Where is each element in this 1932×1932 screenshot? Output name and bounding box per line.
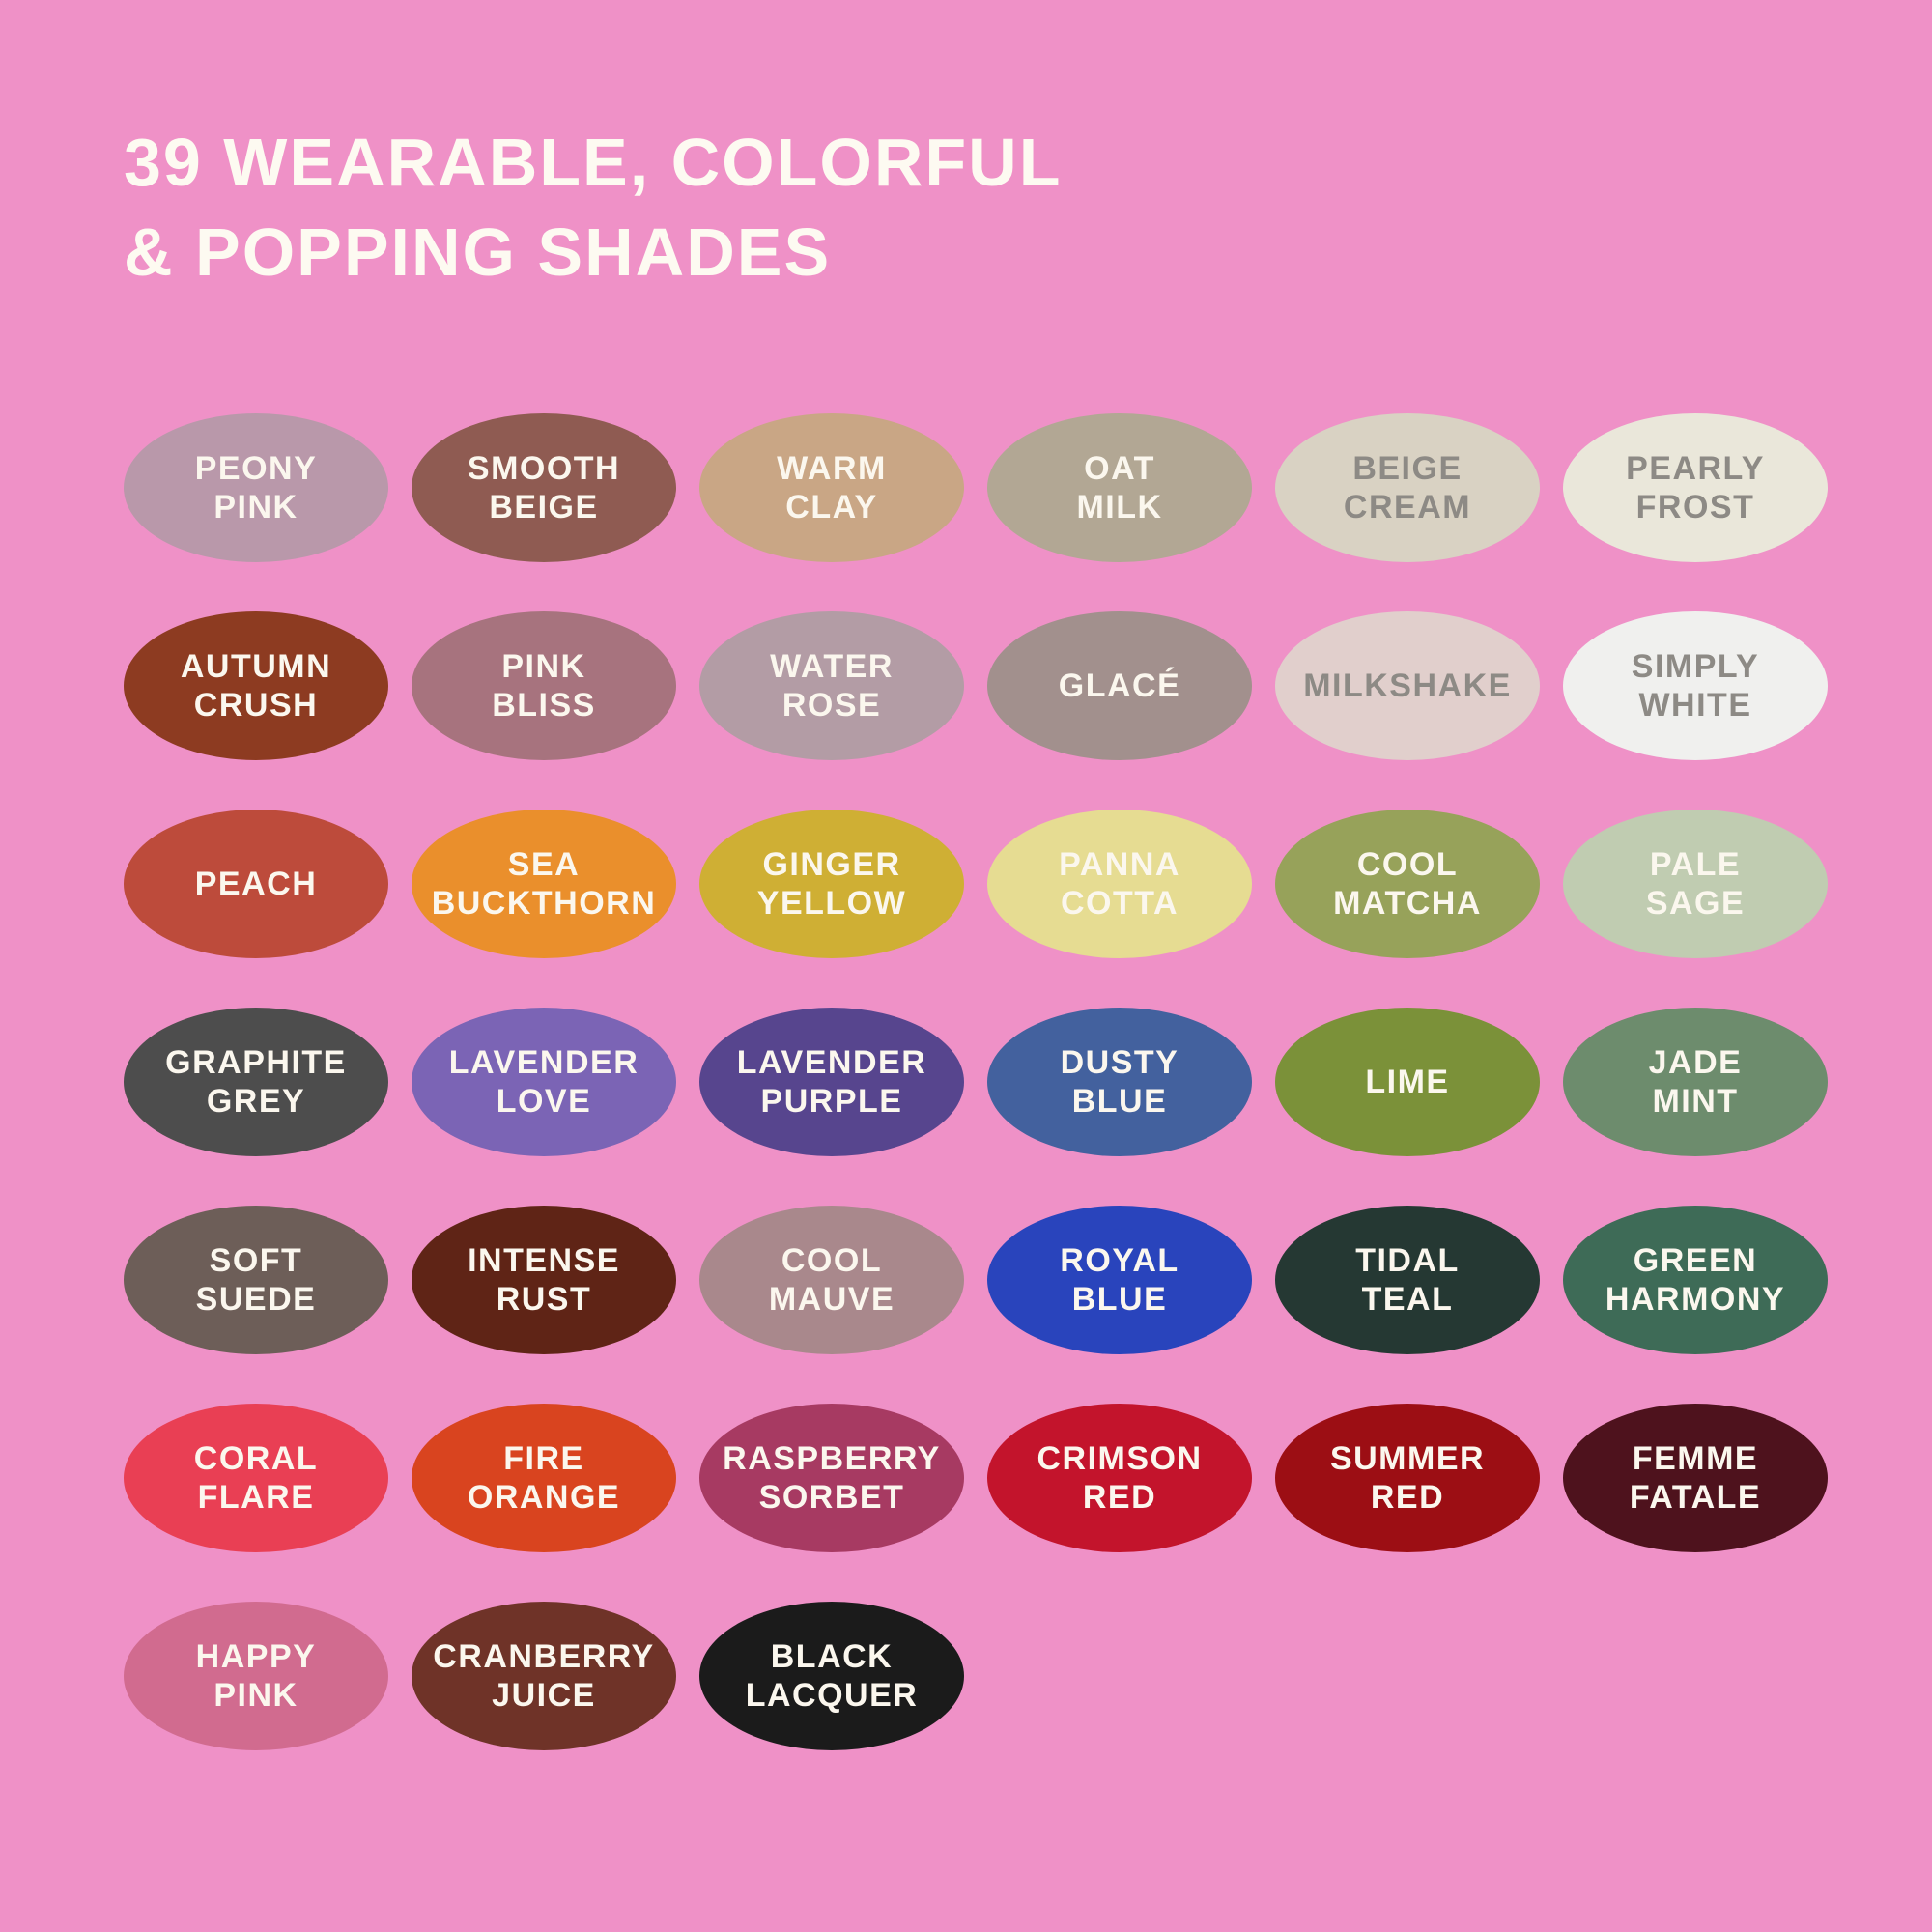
swatch-label-graphite-grey: GRAPHITE GREY xyxy=(165,1043,347,1120)
swatch-femme-fatale: FEMME FATALE xyxy=(1563,1404,1828,1552)
swatch-label-cranberry-juice: CRANBERRY JUICE xyxy=(433,1637,655,1714)
swatch-label-water-rose: WATER ROSE xyxy=(770,647,894,724)
swatch-label-dusty-blue: DUSTY BLUE xyxy=(1060,1043,1179,1120)
swatch-label-intense-rust: INTENSE RUST xyxy=(468,1241,620,1318)
swatch-label-fire-orange: FIRE ORANGE xyxy=(467,1439,621,1516)
swatch-label-lime: LIME xyxy=(1365,1063,1450,1100)
swatch-label-jade-mint: JADE MINT xyxy=(1648,1043,1743,1120)
swatch-cranberry-juice: CRANBERRY JUICE xyxy=(412,1602,676,1750)
swatch-coral-flare: CORAL FLARE xyxy=(124,1404,388,1552)
title-line-1: 39 WEARABLE, COLORFUL xyxy=(124,125,1063,200)
swatch-peony-pink: PEONY PINK xyxy=(124,413,388,562)
swatch-peach: PEACH xyxy=(124,810,388,958)
swatch-beige-cream: BEIGE CREAM xyxy=(1275,413,1540,562)
swatch-label-coral-flare: CORAL FLARE xyxy=(193,1439,319,1516)
swatch-royal-blue: ROYAL BLUE xyxy=(987,1206,1252,1354)
page-title: 39 WEARABLE, COLORFUL & POPPING SHADES xyxy=(124,118,1062,298)
swatch-label-smooth-beige: SMOOTH BEIGE xyxy=(467,449,621,526)
swatch-pale-sage: PALE SAGE xyxy=(1563,810,1828,958)
swatch-label-glace: GLACÉ xyxy=(1058,667,1181,704)
swatch-cool-matcha: COOL MATCHA xyxy=(1275,810,1540,958)
swatch-label-sea-buckthorn: SEA BUCKTHORN xyxy=(431,845,657,922)
swatch-green-harmony: GREEN HARMONY xyxy=(1563,1206,1828,1354)
swatch-label-crimson-red: CRIMSON RED xyxy=(1037,1439,1203,1516)
swatch-label-lavender-love: LAVENDER LOVE xyxy=(448,1043,639,1120)
swatch-label-warm-clay: WARM CLAY xyxy=(777,449,887,526)
swatch-lime: LIME xyxy=(1275,1008,1540,1156)
swatch-water-rose: WATER ROSE xyxy=(699,611,964,760)
swatch-raspberry-sorbet: RASPBERRY SORBET xyxy=(699,1404,964,1552)
swatch-summer-red: SUMMER RED xyxy=(1275,1404,1540,1552)
swatch-label-royal-blue: ROYAL BLUE xyxy=(1060,1241,1179,1318)
swatch-panna-cotta: PANNA COTTA xyxy=(987,810,1252,958)
swatch-milkshake: MILKSHAKE xyxy=(1275,611,1540,760)
swatch-glace: GLACÉ xyxy=(987,611,1252,760)
swatch-black-lacquer: BLACK LACQUER xyxy=(699,1602,964,1750)
swatch-pearly-frost: PEARLY FROST xyxy=(1563,413,1828,562)
title-line-2: & POPPING SHADES xyxy=(124,214,832,291)
swatch-oat-milk: OAT MILK xyxy=(987,413,1252,562)
swatch-lavender-purple: LAVENDER PURPLE xyxy=(699,1008,964,1156)
swatch-label-green-harmony: GREEN HARMONY xyxy=(1605,1241,1786,1318)
swatch-fire-orange: FIRE ORANGE xyxy=(412,1404,676,1552)
swatch-label-cool-matcha: COOL MATCHA xyxy=(1333,845,1482,922)
swatch-cool-mauve: COOL MAUVE xyxy=(699,1206,964,1354)
swatch-label-cool-mauve: COOL MAUVE xyxy=(768,1241,895,1318)
swatch-label-pearly-frost: PEARLY FROST xyxy=(1626,449,1765,526)
swatch-label-femme-fatale: FEMME FATALE xyxy=(1629,1439,1762,1516)
swatch-label-summer-red: SUMMER RED xyxy=(1329,1439,1486,1516)
swatch-soft-suede: SOFT SUEDE xyxy=(124,1206,388,1354)
swatch-jade-mint: JADE MINT xyxy=(1563,1008,1828,1156)
swatch-tidal-teal: TIDAL TEAL xyxy=(1275,1206,1540,1354)
swatch-lavender-love: LAVENDER LOVE xyxy=(412,1008,676,1156)
swatch-ginger-yellow: GINGER YELLOW xyxy=(699,810,964,958)
swatch-label-pale-sage: PALE SAGE xyxy=(1645,845,1746,922)
swatch-label-lavender-purple: LAVENDER PURPLE xyxy=(736,1043,927,1120)
swatch-crimson-red: CRIMSON RED xyxy=(987,1404,1252,1552)
swatch-label-soft-suede: SOFT SUEDE xyxy=(195,1241,317,1318)
swatch-label-tidal-teal: TIDAL TEAL xyxy=(1355,1241,1460,1318)
swatch-label-simply-white: SIMPLY WHITE xyxy=(1631,647,1760,724)
swatch-simply-white: SIMPLY WHITE xyxy=(1563,611,1828,760)
swatch-intense-rust: INTENSE RUST xyxy=(412,1206,676,1354)
swatch-label-oat-milk: OAT MILK xyxy=(1076,449,1163,526)
swatch-label-panna-cotta: PANNA COTTA xyxy=(1059,845,1180,922)
swatch-dusty-blue: DUSTY BLUE xyxy=(987,1008,1252,1156)
swatch-happy-pink: HAPPY PINK xyxy=(124,1602,388,1750)
swatch-label-ginger-yellow: GINGER YELLOW xyxy=(756,845,907,922)
swatch-graphite-grey: GRAPHITE GREY xyxy=(124,1008,388,1156)
swatch-label-happy-pink: HAPPY PINK xyxy=(195,1637,317,1714)
swatch-label-autumn-crush: AUTUMN CRUSH xyxy=(180,647,332,724)
swatch-label-black-lacquer: BLACK LACQUER xyxy=(745,1637,919,1714)
swatch-sea-buckthorn: SEA BUCKTHORN xyxy=(412,810,676,958)
swatch-smooth-beige: SMOOTH BEIGE xyxy=(412,413,676,562)
swatch-warm-clay: WARM CLAY xyxy=(699,413,964,562)
swatch-grid: PEONY PINK SMOOTH BEIGE WARM CLAY OAT MILK BEIGE… xyxy=(124,413,1828,1750)
swatch-label-peach: PEACH xyxy=(194,865,318,902)
swatch-pink-bliss: PINK BLISS xyxy=(412,611,676,760)
swatch-label-raspberry-sorbet: RASPBERRY SORBET xyxy=(723,1439,941,1516)
swatch-label-beige-cream: BEIGE CREAM xyxy=(1343,449,1472,526)
swatch-autumn-crush: AUTUMN CRUSH xyxy=(124,611,388,760)
swatch-label-pink-bliss: PINK BLISS xyxy=(492,647,596,724)
swatch-label-milkshake: MILKSHAKE xyxy=(1303,667,1512,704)
swatch-label-peony-pink: PEONY PINK xyxy=(194,449,318,526)
